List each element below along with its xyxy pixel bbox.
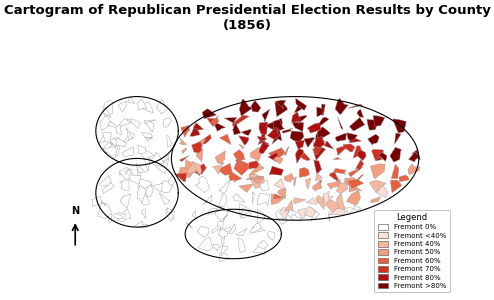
Text: N: N — [71, 206, 79, 216]
Title: Cartogram of Republican Presidential Election Results by County
(1856): Cartogram of Republican Presidential Ele… — [3, 4, 491, 32]
Legend: Fremont 0%, Fremont <40%, Fremont 40%, Fremont 50%, Fremont 60%, Fremont 70%, Fr: Fremont 0%, Fremont <40%, Fremont 40%, F… — [374, 209, 450, 292]
